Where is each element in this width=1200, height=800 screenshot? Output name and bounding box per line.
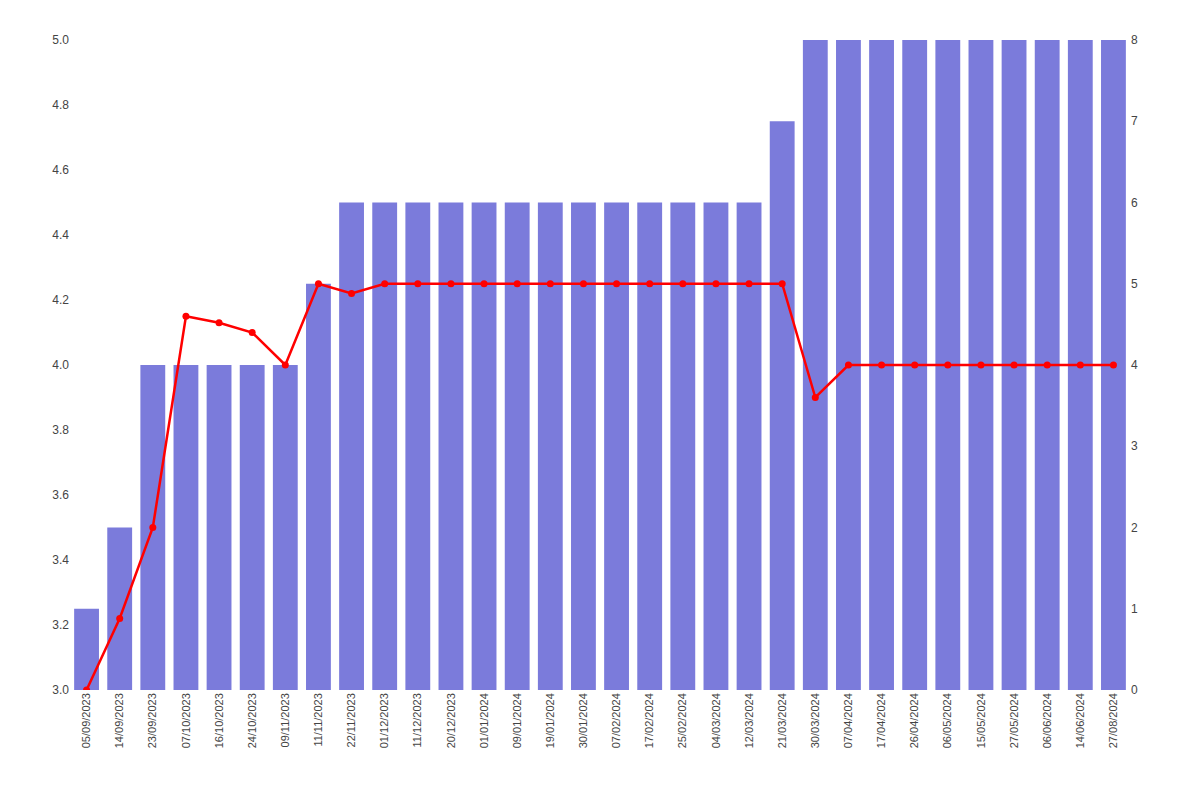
svg-text:5: 5 <box>1131 277 1138 291</box>
svg-text:30/01/2024: 30/01/2024 <box>577 693 589 748</box>
svg-text:05/09/2023: 05/09/2023 <box>80 693 92 748</box>
svg-text:4.6: 4.6 <box>52 163 69 177</box>
svg-text:01/01/2024: 01/01/2024 <box>478 693 490 748</box>
svg-text:07/10/2023: 07/10/2023 <box>180 693 192 748</box>
svg-text:25/02/2024: 25/02/2024 <box>676 693 688 748</box>
svg-text:12/03/2024: 12/03/2024 <box>743 693 755 748</box>
svg-text:3.8: 3.8 <box>52 423 69 437</box>
svg-text:22/11/2023: 22/11/2023 <box>345 693 357 747</box>
svg-text:4.2: 4.2 <box>52 293 69 307</box>
svg-text:4.4: 4.4 <box>52 228 69 242</box>
svg-text:21/03/2024: 21/03/2024 <box>776 693 788 748</box>
svg-text:30/03/2024: 30/03/2024 <box>809 693 821 748</box>
svg-text:09/01/2024: 09/01/2024 <box>511 693 523 748</box>
svg-text:4: 4 <box>1131 358 1138 372</box>
svg-text:3.6: 3.6 <box>52 488 69 502</box>
svg-text:06/06/2024: 06/06/2024 <box>1041 693 1053 748</box>
svg-text:04/03/2024: 04/03/2024 <box>710 693 722 748</box>
svg-text:20/12/2023: 20/12/2023 <box>445 693 457 748</box>
svg-text:3.4: 3.4 <box>52 553 69 567</box>
svg-text:14/09/2023: 14/09/2023 <box>113 693 125 748</box>
svg-text:16/10/2023: 16/10/2023 <box>213 693 225 748</box>
svg-text:07/02/2024: 07/02/2024 <box>610 693 622 748</box>
svg-text:23/09/2023: 23/09/2023 <box>146 693 158 748</box>
svg-text:27/08/2024: 27/08/2024 <box>1107 693 1119 748</box>
svg-text:09/11/2023: 09/11/2023 <box>279 693 291 747</box>
svg-text:17/02/2024: 17/02/2024 <box>643 693 655 748</box>
svg-text:4.8: 4.8 <box>52 98 69 112</box>
svg-text:3: 3 <box>1131 439 1138 453</box>
svg-text:17/04/2024: 17/04/2024 <box>875 693 887 748</box>
svg-text:27/05/2024: 27/05/2024 <box>1008 693 1020 748</box>
svg-text:3.0: 3.0 <box>52 683 69 697</box>
svg-text:4.0: 4.0 <box>52 358 69 372</box>
svg-text:26/04/2024: 26/04/2024 <box>908 693 920 748</box>
svg-text:07/04/2024: 07/04/2024 <box>842 693 854 748</box>
svg-text:24/10/2023: 24/10/2023 <box>246 693 258 748</box>
svg-text:11/11/2023: 11/11/2023 <box>312 693 324 746</box>
svg-text:01/12/2023: 01/12/2023 <box>378 693 390 748</box>
svg-text:3.2: 3.2 <box>52 618 69 632</box>
svg-text:19/01/2024: 19/01/2024 <box>544 693 556 748</box>
svg-text:7: 7 <box>1131 114 1138 128</box>
svg-text:14/06/2024: 14/06/2024 <box>1074 693 1086 748</box>
svg-text:11/12/2023: 11/12/2023 <box>411 693 423 747</box>
svg-text:1: 1 <box>1131 602 1138 616</box>
svg-text:2: 2 <box>1131 521 1138 535</box>
svg-text:5.0: 5.0 <box>52 33 69 47</box>
svg-text:15/05/2024: 15/05/2024 <box>975 693 987 748</box>
svg-text:6: 6 <box>1131 196 1138 210</box>
svg-text:0: 0 <box>1131 683 1138 697</box>
svg-text:06/05/2024: 06/05/2024 <box>941 693 953 748</box>
svg-text:8: 8 <box>1131 33 1138 47</box>
